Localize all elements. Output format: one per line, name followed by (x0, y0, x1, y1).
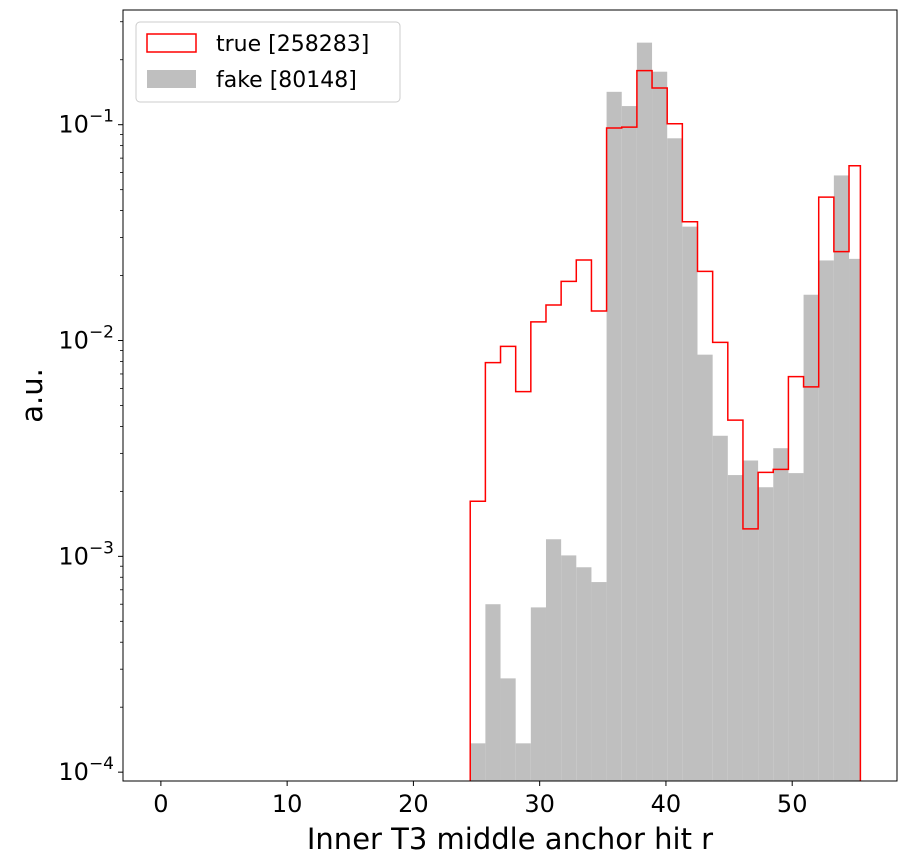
y-axis-ticks: 10−4 10−3 10−2 10−1 (58, 21, 123, 786)
x-tick-label: 50 (777, 790, 808, 818)
fake-bar (742, 460, 759, 781)
x-axis-label: Inner T3 middle anchor hit r (307, 822, 713, 856)
y-tick-label: 10−2 (58, 323, 114, 355)
fake-bar (667, 138, 683, 781)
x-tick-label: 0 (153, 790, 168, 818)
legend-true-swatch (146, 33, 197, 53)
fake-bar (545, 539, 562, 781)
legend-true-label: true [258283] (216, 32, 369, 57)
fake-bar (485, 604, 501, 781)
legend-box (135, 21, 401, 103)
legend-fake-swatch (147, 70, 196, 88)
fake-bar (788, 473, 804, 781)
fake-bar (621, 106, 637, 781)
fake-bar (697, 354, 713, 781)
fake-bar (636, 42, 653, 782)
fake-bar (818, 260, 834, 781)
fake-bar (515, 743, 531, 781)
fake-bar (530, 607, 546, 781)
fake-series-bars (470, 42, 861, 782)
plot-frame (122, 9, 898, 782)
fake-bar (803, 294, 819, 781)
fake-bar (833, 175, 850, 781)
y-tick-label: 10−4 (58, 754, 114, 786)
fake-bar (561, 555, 577, 781)
x-tick-label: 30 (524, 790, 555, 818)
true-series-step-line (469, 69, 862, 781)
fake-bar (682, 226, 698, 781)
fake-bar (849, 258, 861, 781)
x-tick-label: 10 (272, 790, 303, 818)
x-tick-label: 20 (398, 790, 429, 818)
y-tick-label: 10−3 (58, 538, 114, 570)
legend-fake-label: fake [80148] (216, 68, 357, 93)
legend: true [258283] fake [80148] (135, 21, 401, 103)
fake-bar (591, 582, 607, 781)
fake-bar (470, 743, 486, 781)
fake-bar (712, 435, 728, 781)
fake-bar (500, 678, 516, 781)
x-tick-label: 40 (651, 790, 682, 818)
y-axis-label: a.u. (15, 368, 49, 423)
fake-bar (727, 475, 743, 781)
y-tick-label: 10−1 (58, 107, 114, 139)
fake-bar (576, 567, 592, 781)
fake-bar (652, 71, 668, 781)
fake-bar (773, 448, 789, 781)
x-axis-ticks: 0 10 20 30 40 50 (153, 781, 807, 818)
fake-bar (758, 487, 774, 781)
fake-bar (606, 91, 622, 781)
